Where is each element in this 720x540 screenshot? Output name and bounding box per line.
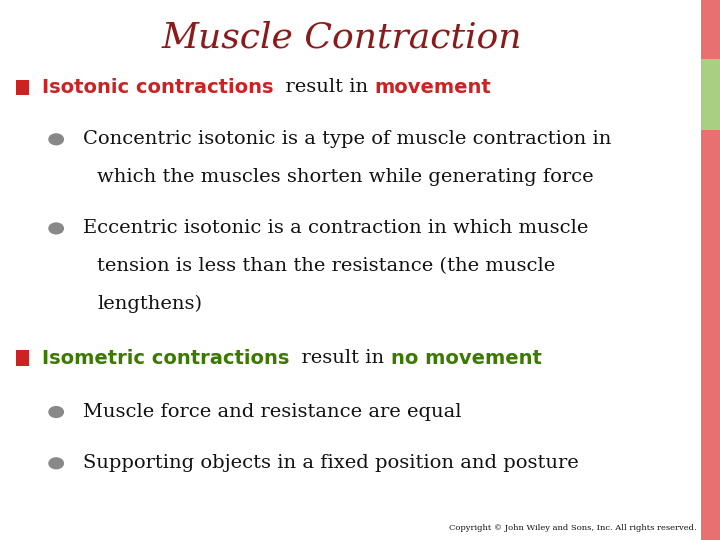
Circle shape bbox=[49, 407, 63, 417]
Text: which the muscles shorten while generating force: which the muscles shorten while generati… bbox=[97, 168, 594, 186]
Circle shape bbox=[49, 134, 63, 145]
Text: Isotonic contractions: Isotonic contractions bbox=[42, 78, 274, 97]
FancyBboxPatch shape bbox=[701, 0, 720, 540]
Text: Isometric contractions: Isometric contractions bbox=[42, 348, 289, 368]
Text: Eccentric isotonic is a contraction in which muscle: Eccentric isotonic is a contraction in w… bbox=[83, 219, 588, 238]
Text: no movement: no movement bbox=[390, 348, 541, 368]
Circle shape bbox=[49, 223, 63, 234]
Text: Supporting objects in a fixed position and posture: Supporting objects in a fixed position a… bbox=[83, 454, 579, 472]
Text: Concentric isotonic is a type of muscle contraction in: Concentric isotonic is a type of muscle … bbox=[83, 130, 611, 148]
FancyBboxPatch shape bbox=[16, 350, 29, 366]
FancyBboxPatch shape bbox=[701, 59, 720, 130]
Text: movement: movement bbox=[374, 78, 491, 97]
Text: result in: result in bbox=[289, 349, 390, 367]
Text: lengthens): lengthens) bbox=[97, 295, 202, 313]
FancyBboxPatch shape bbox=[16, 80, 29, 95]
Circle shape bbox=[49, 458, 63, 469]
Text: tension is less than the resistance (the muscle: tension is less than the resistance (the… bbox=[97, 257, 555, 275]
Text: result in: result in bbox=[274, 78, 374, 97]
Text: Muscle force and resistance are equal: Muscle force and resistance are equal bbox=[83, 403, 462, 421]
Text: Muscle Contraction: Muscle Contraction bbox=[162, 21, 522, 55]
Text: Copyright © John Wiley and Sons, Inc. All rights reserved.: Copyright © John Wiley and Sons, Inc. Al… bbox=[449, 524, 696, 532]
